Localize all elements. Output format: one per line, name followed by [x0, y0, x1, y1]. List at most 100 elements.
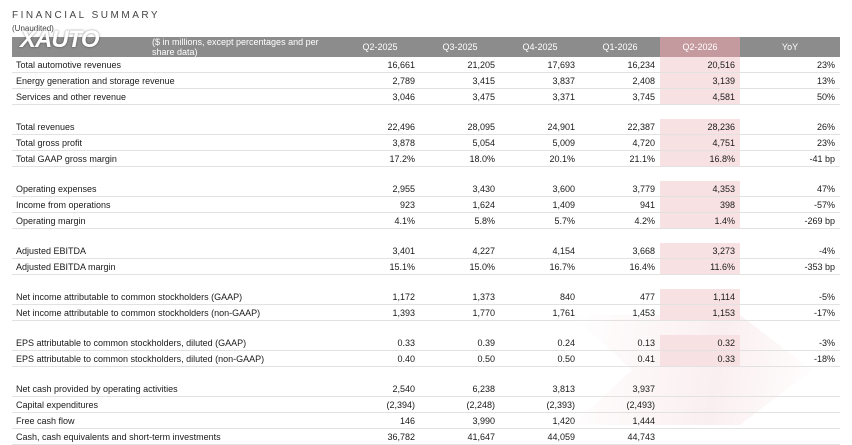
- table-row: Total automotive revenues 16,661 21,205 17,…: [12, 57, 840, 73]
- table-cell: 840: [500, 289, 580, 305]
- table-cell: 3,139: [660, 72, 740, 89]
- table-cell: 21.1%: [580, 150, 660, 167]
- table-row: Cash, cash equivalents and short-term in…: [12, 428, 840, 445]
- table-cell: [740, 396, 840, 413]
- table-cell: 36,782: [340, 428, 420, 445]
- column-header-q4-2025: Q4-2025: [500, 37, 580, 57]
- table-cell: 17,693: [500, 57, 580, 73]
- spacer-cell: [12, 229, 840, 244]
- table-cell: 20.1%: [500, 150, 580, 167]
- table-row: Energy generation and storage revenue 2,7…: [12, 72, 840, 89]
- watermark-logo: XAUTO: [20, 26, 100, 53]
- table-row: Net cash provided by operating activitie…: [12, 381, 840, 397]
- row-label: Net income attributable to common stockh…: [12, 289, 340, 305]
- row-label: EPS attributable to common stockholders,…: [12, 335, 340, 351]
- row-label: Operating margin: [12, 212, 340, 229]
- row-label: Total gross profit: [12, 134, 340, 151]
- table-cell: 3,401: [340, 243, 420, 259]
- table-cell: 22,387: [580, 119, 660, 135]
- table-cell: 16.4%: [580, 258, 660, 275]
- column-header-q3-2025: Q3-2025: [420, 37, 500, 57]
- table-cell: 17.2%: [340, 150, 420, 167]
- table-cell: 398: [660, 196, 740, 213]
- table-cell: -269 bp: [740, 212, 840, 229]
- table-cell: 16.8%: [660, 150, 740, 167]
- table-cell: [660, 381, 740, 397]
- table-cell: 4,581: [660, 88, 740, 105]
- table-cell: 11.6%: [660, 258, 740, 275]
- row-label: Total revenues: [12, 119, 340, 135]
- table-cell: 28,236: [660, 119, 740, 135]
- table-cell: 23%: [740, 57, 840, 73]
- table-cell: 15.1%: [340, 258, 420, 275]
- table-cell: 18.0%: [420, 150, 500, 167]
- table-row: Net income attributable to common stockh…: [12, 289, 840, 305]
- table-cell: 15.0%: [420, 258, 500, 275]
- table-cell: (2,393): [500, 396, 580, 413]
- spacer-cell: [12, 275, 840, 290]
- row-label: Energy generation and storage revenue: [12, 72, 340, 89]
- page-title: FINANCIAL SUMMARY: [12, 10, 161, 21]
- table-header-row: ($ in millions, except percentages and p…: [12, 37, 840, 57]
- table-cell: 24,901: [500, 119, 580, 135]
- table-cell: [660, 396, 740, 413]
- table-cell: 16.7%: [500, 258, 580, 275]
- table-cell: 0.39: [420, 335, 500, 351]
- table-cell: 21,205: [420, 57, 500, 73]
- table-cell: 4,720: [580, 134, 660, 151]
- table-row: Adjusted EBITDA 3,401 4,227 4,154 3,668 3,273…: [12, 243, 840, 259]
- table-cell: 2,540: [340, 381, 420, 397]
- row-label: Net cash provided by operating activitie…: [12, 381, 340, 397]
- table-cell: 0.33: [660, 350, 740, 367]
- table-cell: -41 bp: [740, 150, 840, 167]
- spacer-cell: [12, 321, 840, 336]
- table-cell: 3,745: [580, 88, 660, 105]
- table-cell: 0.50: [420, 350, 500, 367]
- table-cell: 13%: [740, 72, 840, 89]
- column-header-yoy: YoY: [740, 37, 840, 57]
- table-cell: [740, 412, 840, 429]
- table-row: Capital expenditures (2,394) (2,248) (2,393…: [12, 396, 840, 413]
- table-cell: 0.33: [340, 335, 420, 351]
- table-cell: -57%: [740, 196, 840, 213]
- table-cell: 5.7%: [500, 212, 580, 229]
- table-cell: 26%: [740, 119, 840, 135]
- row-label: Free cash flow: [12, 412, 340, 429]
- table-cell: 1,153: [660, 304, 740, 321]
- spacer-cell: [12, 167, 840, 182]
- row-label: Capital expenditures: [12, 396, 340, 413]
- table-row: Income from operations 923 1,624 1,409 941 39…: [12, 196, 840, 213]
- table-cell: 4,154: [500, 243, 580, 259]
- table-cell: 50%: [740, 88, 840, 105]
- table-row: Total GAAP gross margin 17.2% 18.0% 20.1% 21…: [12, 150, 840, 167]
- table-cell: 28,095: [420, 119, 500, 135]
- table-cell: 1,444: [580, 412, 660, 429]
- spacer-cell: [12, 105, 840, 120]
- row-label: Net income attributable to common stockh…: [12, 304, 340, 321]
- table-row: Operating expenses 2,955 3,430 3,600 3,779 4,…: [12, 181, 840, 197]
- table-row: EPS attributable to common stockholders,…: [12, 350, 840, 367]
- table-cell: 4,227: [420, 243, 500, 259]
- group-spacer: [12, 367, 840, 382]
- table-cell: 3,475: [420, 88, 500, 105]
- table-cell: 0.24: [500, 335, 580, 351]
- table-cell: 1,114: [660, 289, 740, 305]
- row-label: Cash, cash equivalents and short-term in…: [12, 428, 340, 445]
- table-cell: 22,496: [340, 119, 420, 135]
- table-cell: 4.1%: [340, 212, 420, 229]
- table-cell: 3,990: [420, 412, 500, 429]
- table-cell: [740, 381, 840, 397]
- table-cell: 44,059: [500, 428, 580, 445]
- row-label: Adjusted EBITDA margin: [12, 258, 340, 275]
- table-cell: 3,668: [580, 243, 660, 259]
- row-label: Services and other revenue: [12, 88, 340, 105]
- table-cell: 923: [340, 196, 420, 213]
- column-header-q2-2025: Q2-2025: [340, 37, 420, 57]
- group-spacer: [12, 229, 840, 244]
- table-cell: 3,415: [420, 72, 500, 89]
- table-cell: 3,273: [660, 243, 740, 259]
- table-cell: 1,420: [500, 412, 580, 429]
- table-body: Total automotive revenues 16,661 21,205 17,…: [12, 57, 840, 445]
- group-spacer: [12, 105, 840, 120]
- table-cell: 47%: [740, 181, 840, 197]
